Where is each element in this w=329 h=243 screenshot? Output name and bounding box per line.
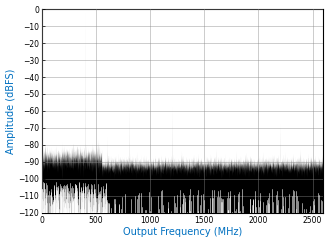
Y-axis label: Amplitude (dBFS): Amplitude (dBFS)	[6, 68, 15, 154]
X-axis label: Output Frequency (MHz): Output Frequency (MHz)	[123, 227, 242, 237]
